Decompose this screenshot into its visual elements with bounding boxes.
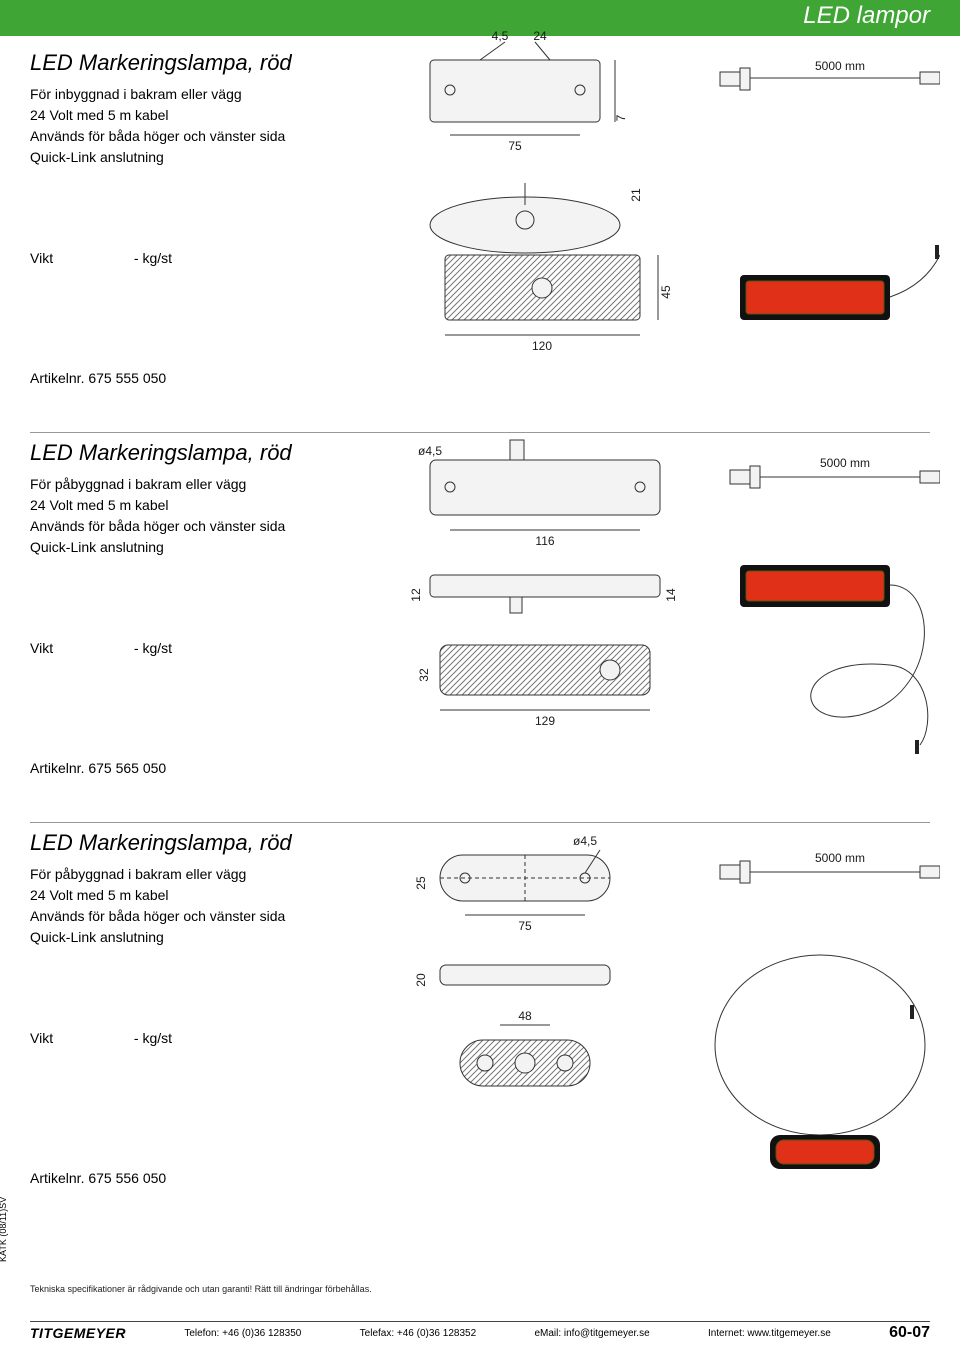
weight-value: - kg/st: [134, 250, 172, 266]
artnr-value: 675 556 050: [88, 1170, 166, 1186]
dim-129: 129: [535, 714, 555, 728]
dim-45: 45: [659, 285, 673, 299]
artnr-label: Artikelnr.: [30, 760, 84, 776]
weight-row: Vikt - kg/st: [30, 250, 172, 266]
dim-cable: 5000 mm: [820, 456, 870, 470]
weight-label: Vikt: [30, 250, 130, 266]
dim-32: 32: [417, 668, 431, 682]
diagram-1: 75 7 4,5 24 5000 mm 21 120 45: [410, 20, 940, 360]
diagram-3: 25 75 ø4,5 5000 mm 20 48: [410, 825, 940, 1205]
artnr-value: 675 555 050: [88, 370, 166, 386]
dim-cable: 5000 mm: [815, 59, 865, 73]
disclaimer: Tekniska specifikationer är rådgivande o…: [30, 1284, 372, 1294]
dim-45: 4,5: [492, 29, 509, 43]
divider: [30, 822, 930, 823]
dim-120: 120: [532, 339, 552, 353]
dim-116: 116: [535, 534, 554, 548]
artnr-row: Artikelnr. 675 565 050: [30, 760, 166, 776]
artnr-label: Artikelnr.: [30, 1170, 84, 1186]
footer-email: eMail: info@titgemeyer.se: [534, 1328, 649, 1339]
dim-48: 48: [518, 1009, 532, 1023]
footer-web: Internet: www.titgemeyer.se: [708, 1328, 831, 1339]
weight-label: Vikt: [30, 1030, 130, 1046]
side-code: KATK (08/11)SV: [0, 1197, 8, 1262]
weight-label: Vikt: [30, 640, 130, 656]
artnr-label: Artikelnr.: [30, 370, 84, 386]
weight-value: - kg/st: [134, 640, 172, 656]
weight-row: Vikt - kg/st: [30, 1030, 172, 1046]
product-section-2: LED Markeringslampa, röd För påbyggnad i…: [30, 440, 930, 820]
dim-75: 75: [508, 139, 522, 153]
dim-7: 7: [614, 114, 628, 121]
dim-21: 21: [629, 188, 643, 202]
footer-fax: Telefax: +46 (0)36 128352: [360, 1328, 476, 1339]
dim-25: 25: [414, 876, 428, 890]
divider: [30, 432, 930, 433]
product-section-1: LED Markeringslampa, röd För inbyggnad i…: [30, 50, 930, 430]
dim-24: 24: [533, 29, 547, 43]
dim-20: 20: [414, 973, 428, 987]
footer-row: TITGEMEYER Telefon: +46 (0)36 128350 Tel…: [30, 1324, 930, 1342]
brand: TITGEMEYER: [30, 1325, 126, 1341]
weight-value: - kg/st: [134, 1030, 172, 1046]
artnr-value: 675 565 050: [88, 760, 166, 776]
artnr-row: Artikelnr. 675 555 050: [30, 370, 166, 386]
footer-tel: Telefon: +46 (0)36 128350: [184, 1328, 301, 1339]
diagram-2: ø4,5 116 5000 mm 12 14 129 32: [410, 435, 940, 775]
dim-phi: ø4,5: [418, 444, 442, 458]
footer-divider: [30, 1321, 930, 1322]
dim-phi: ø4,5: [573, 834, 597, 848]
footer: TITGEMEYER Telefon: +46 (0)36 128350 Tel…: [0, 1296, 960, 1352]
dim-14: 14: [664, 588, 678, 602]
dim-75: 75: [518, 919, 532, 933]
dim-cable: 5000 mm: [815, 851, 865, 865]
product-section-3: LED Markeringslampa, röd För påbyggnad i…: [30, 830, 930, 1220]
page-number: 60-07: [889, 1324, 930, 1342]
dim-12: 12: [410, 588, 423, 602]
artnr-row: Artikelnr. 675 556 050: [30, 1170, 166, 1186]
weight-row: Vikt - kg/st: [30, 640, 172, 656]
